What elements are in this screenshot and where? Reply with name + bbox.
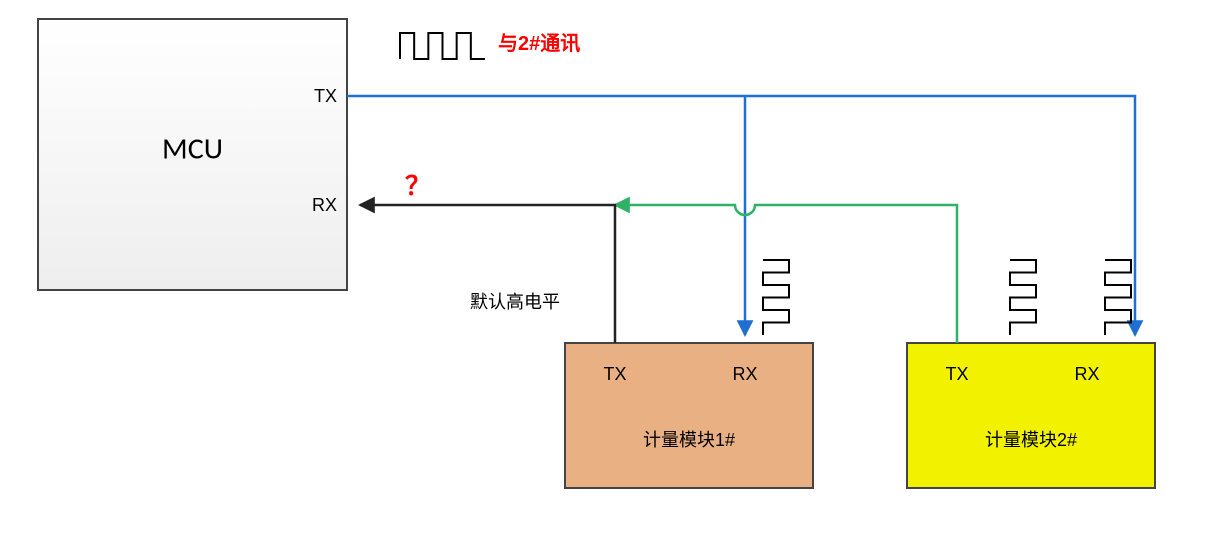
annotation-idle-high: 默认高电平 <box>470 292 560 312</box>
module1-title: 计量模块1# <box>643 430 735 450</box>
module2-node <box>907 343 1155 488</box>
waveform <box>1010 260 1036 335</box>
waveform <box>400 33 485 59</box>
module2-rx-pin-label: RX <box>1074 364 1099 384</box>
mcu-label: MCU <box>162 131 223 168</box>
arrow-head <box>358 197 375 214</box>
module2-tx-pin-label: TX <box>945 364 968 384</box>
annotation-question-mark: ？ <box>405 171 431 201</box>
annotation-comm-with-2: 与2#通讯 <box>498 32 580 55</box>
module1-node <box>565 343 813 488</box>
waveform <box>763 260 789 335</box>
mcu-rx-pin-label: RX <box>312 195 337 215</box>
module2-title: 计量模块2# <box>985 430 1077 450</box>
arrow-head <box>737 320 754 337</box>
mcu-tx-pin-label: TX <box>314 86 337 106</box>
module1-tx-pin-label: TX <box>603 364 626 384</box>
wire-mod1-tx-to-mcu-rx <box>360 205 615 343</box>
waveform <box>1105 260 1131 335</box>
module1-rx-pin-label: RX <box>732 364 757 384</box>
